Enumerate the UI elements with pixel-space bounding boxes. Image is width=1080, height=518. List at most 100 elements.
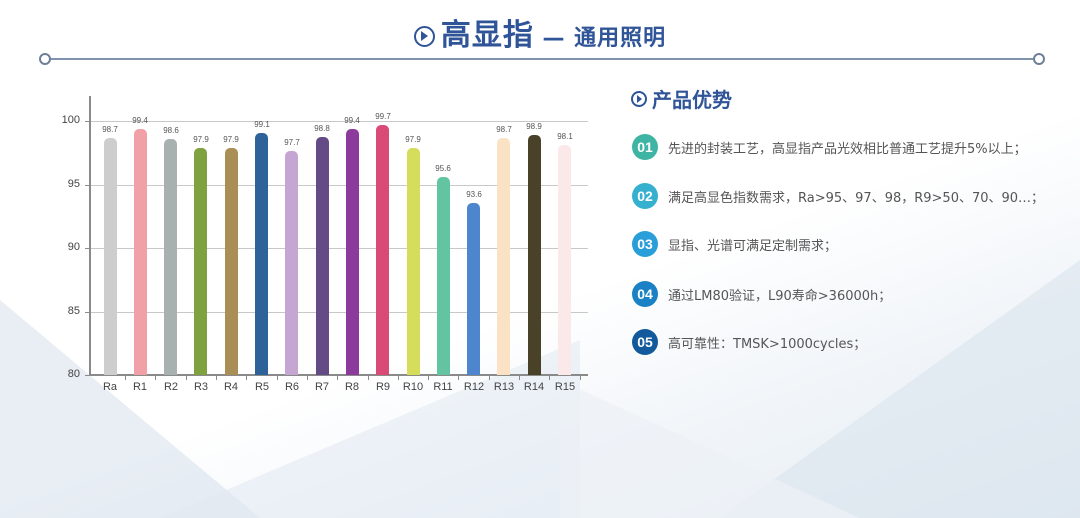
number-badge: 01 — [632, 134, 658, 160]
bar-value-label: 97.9 — [405, 135, 421, 144]
cri-bar-chart: 80 85 90 95 100 98.7 Ra 99.4 R1 98.6 R2 97.9 R3 97.9 R… — [0, 0, 600, 400]
bar-value-label: 97.9 — [223, 135, 239, 144]
page-title-sub: 通用照明 — [574, 26, 667, 51]
bar-r2 — [164, 139, 177, 375]
header-divider — [50, 58, 1033, 60]
x-category-label: R14 — [523, 381, 545, 393]
x-category-label: R1 — [132, 381, 148, 393]
x-tick — [125, 375, 126, 380]
bar-value-label: 99.4 — [132, 116, 148, 125]
bar-r10 — [407, 148, 420, 375]
x-tick — [519, 375, 520, 380]
page-title: 高显指 — 通用照明 — [0, 10, 1080, 54]
y-tick — [85, 312, 90, 313]
x-tick — [246, 375, 247, 380]
bar-r6 — [285, 151, 298, 375]
x-tick — [549, 375, 550, 380]
x-tick — [458, 375, 459, 380]
bar-value-label: 93.6 — [466, 190, 482, 199]
bar-value-label: 99.7 — [375, 112, 391, 121]
number-badge: 02 — [632, 183, 658, 209]
bar-value-label: 98.7 — [102, 125, 118, 134]
bar-r7 — [316, 137, 329, 375]
bar-r5 — [255, 133, 268, 375]
bar-r9 — [376, 125, 389, 375]
number-badge: 04 — [632, 281, 658, 307]
x-category-label: R11 — [433, 381, 453, 393]
x-category-label: R8 — [344, 381, 360, 393]
x-tick — [307, 375, 308, 380]
bar-r8 — [346, 129, 359, 375]
y-tick-label: 90 — [67, 241, 80, 253]
bar-r14 — [528, 135, 541, 375]
advantage-item: 02 满足高显色指数需求，Ra>95、97、98，R9>50、70、90…； — [632, 182, 1044, 210]
x-category-label: R10 — [402, 381, 424, 393]
advantages-heading: 产品优势 — [631, 84, 732, 113]
advantages-heading-text: 产品优势 — [652, 88, 732, 112]
x-category-label: R12 — [463, 381, 485, 393]
advantage-item: 04 通过LM80验证，L90寿命>36000h； — [632, 280, 891, 308]
bar-value-label: 98.7 — [496, 125, 512, 134]
x-tick — [489, 375, 490, 380]
x-tick — [337, 375, 338, 380]
x-category-label: Ra — [102, 381, 118, 393]
x-category-label: R3 — [193, 381, 209, 393]
advantage-item: 05 高可靠性：TMSK>1000cycles； — [632, 328, 866, 356]
bar-value-label: 97.9 — [193, 135, 209, 144]
y-tick-label: 100 — [61, 114, 80, 126]
bar-value-label: 99.4 — [344, 116, 360, 125]
y-tick — [85, 248, 90, 249]
y-tick — [85, 375, 90, 376]
x-tick — [428, 375, 429, 380]
x-tick — [155, 375, 156, 380]
divider-left-dot — [39, 53, 51, 65]
bar-value-label: 97.7 — [284, 138, 300, 147]
gridline — [91, 312, 588, 313]
x-tick — [277, 375, 278, 380]
advantage-text: 通过LM80验证，L90寿命>36000h； — [668, 288, 892, 304]
bar-value-label: 95.6 — [435, 164, 451, 173]
x-tick — [398, 375, 399, 380]
divider-right-dot — [1033, 53, 1045, 65]
x-category-label: R4 — [223, 381, 239, 393]
gridline — [91, 121, 588, 122]
page-title-separator: — — [533, 26, 575, 51]
bar-value-label: 98.9 — [526, 122, 542, 131]
x-category-label: R6 — [284, 381, 300, 393]
advantage-text: 高可靠性：TMSK>1000cycles； — [668, 336, 867, 352]
x-category-label: R7 — [314, 381, 330, 393]
advantage-item: 03 显指、光谱可满足定制需求； — [632, 230, 837, 258]
bar-r4 — [225, 148, 238, 375]
y-tick-label: 85 — [67, 305, 80, 317]
advantage-text: 先进的封装工艺，高显指产品光效相比普通工艺提升5%以上； — [668, 141, 1027, 157]
number-badge: 03 — [632, 231, 658, 257]
x-category-label: R13 — [493, 381, 515, 393]
advantage-text: 满足高显色指数需求，Ra>95、97、98，R9>50、70、90…； — [668, 190, 1045, 206]
x-category-label: R9 — [375, 381, 391, 393]
bar-value-label: 99.1 — [254, 120, 270, 129]
circle-arrow-right-icon — [413, 26, 435, 47]
x-tick — [580, 375, 581, 380]
x-category-label: R2 — [163, 381, 179, 393]
circle-arrow-right-icon — [631, 90, 647, 107]
y-axis — [89, 96, 91, 376]
x-tick — [186, 375, 187, 380]
bar-r12 — [467, 203, 480, 375]
bar-value-label: 98.1 — [557, 132, 573, 141]
bar-r1 — [134, 129, 147, 375]
page-title-main: 高显指 — [440, 18, 534, 53]
bar-value-label: 98.6 — [163, 126, 179, 135]
number-badge: 05 — [632, 329, 658, 355]
y-tick-label: 95 — [67, 178, 80, 190]
y-tick — [85, 185, 90, 186]
advantage-item: 01 先进的封装工艺，高显指产品光效相比普通工艺提升5%以上； — [632, 133, 1027, 161]
bar-ra — [104, 138, 117, 375]
bar-r11 — [437, 177, 450, 375]
bar-r15 — [558, 145, 571, 375]
y-tick — [85, 121, 90, 122]
gridline — [91, 248, 588, 249]
bar-r13 — [497, 138, 510, 375]
x-category-label: R5 — [254, 381, 270, 393]
x-axis — [90, 374, 588, 376]
bar-value-label: 98.8 — [314, 124, 330, 133]
